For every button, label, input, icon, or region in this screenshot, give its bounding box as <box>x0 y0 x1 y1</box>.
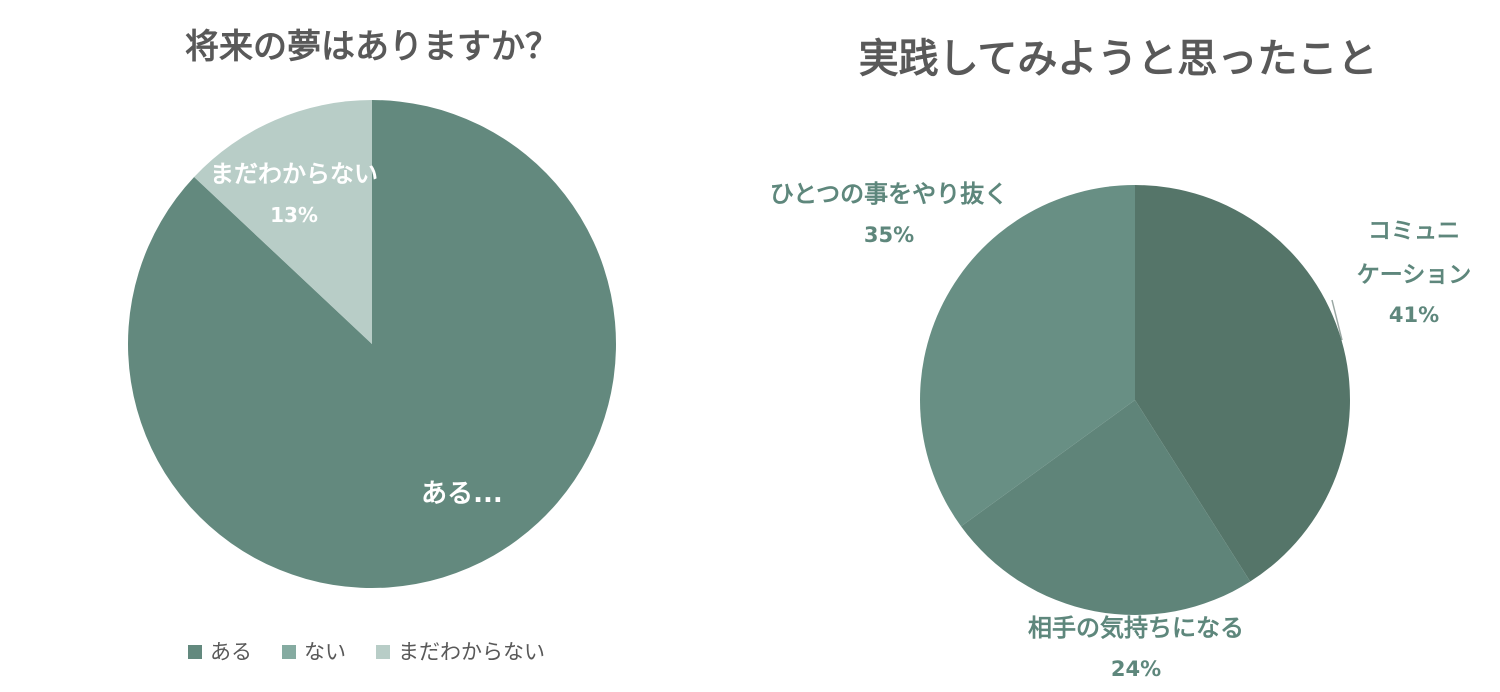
chart-2-percent-ひとつの事をやり抜く: 35% <box>864 223 914 247</box>
chart-2-label-ひとつの事をやり抜く-line-1: ひとつの事をやり抜く <box>770 180 1008 208</box>
chart-2-label-コミュニケーション-line-2: ケーション <box>1357 262 1472 288</box>
legend-swatch-ある <box>188 645 202 659</box>
chart-2-label-相手の気持ちになる-line-1: 相手の気持ちになる <box>1028 614 1244 642</box>
chart-2-slice-コミュニケーション <box>1135 185 1351 582</box>
chart-1-slice-まだわからない <box>194 100 372 344</box>
chart-2-percent-コミュニケーション: 41% <box>1389 303 1439 327</box>
chart-2-slice-ひとつの事をやり抜く <box>920 185 1135 527</box>
legend-label-ない: ない <box>304 640 346 664</box>
chart-2-percent-相手の気持ちになる: 24% <box>1111 657 1161 681</box>
chart-1-legend: ある ない まだわからない <box>188 640 545 664</box>
legend-label-まだわからない: まだわからない <box>398 640 545 664</box>
leader-line-communication <box>1331 299 1343 341</box>
legend-swatch-ない <box>282 645 296 659</box>
chart-2-title: 実践してみようと思ったこと <box>859 36 1378 82</box>
chart-1-labels: ある... まだわからない 13% <box>210 160 503 509</box>
chart-2-slices <box>920 185 1351 616</box>
chart-1-slice-ある <box>127 100 616 588</box>
chart-1-label-ある: ある... <box>421 479 503 509</box>
chart-1-title: 将来の夢はありますか？ <box>185 27 559 67</box>
chart-dream: 将来の夢はありますか？ ある... まだわからない 13% ある ない まだわからない <box>127 27 616 664</box>
legend-label-ある: ある <box>210 640 252 664</box>
chart-1-percent-まだわからない: 13% <box>270 203 318 227</box>
chart-1-label-まだわからない: まだわからない <box>210 160 378 188</box>
legend-swatch-まだわからない <box>376 645 390 659</box>
chart-2-slice-相手の気持ちになる <box>961 400 1251 616</box>
chart-1-slices <box>127 100 616 588</box>
chart-2-label-コミュニケーション-line-1: コミュニ <box>1368 218 1460 244</box>
